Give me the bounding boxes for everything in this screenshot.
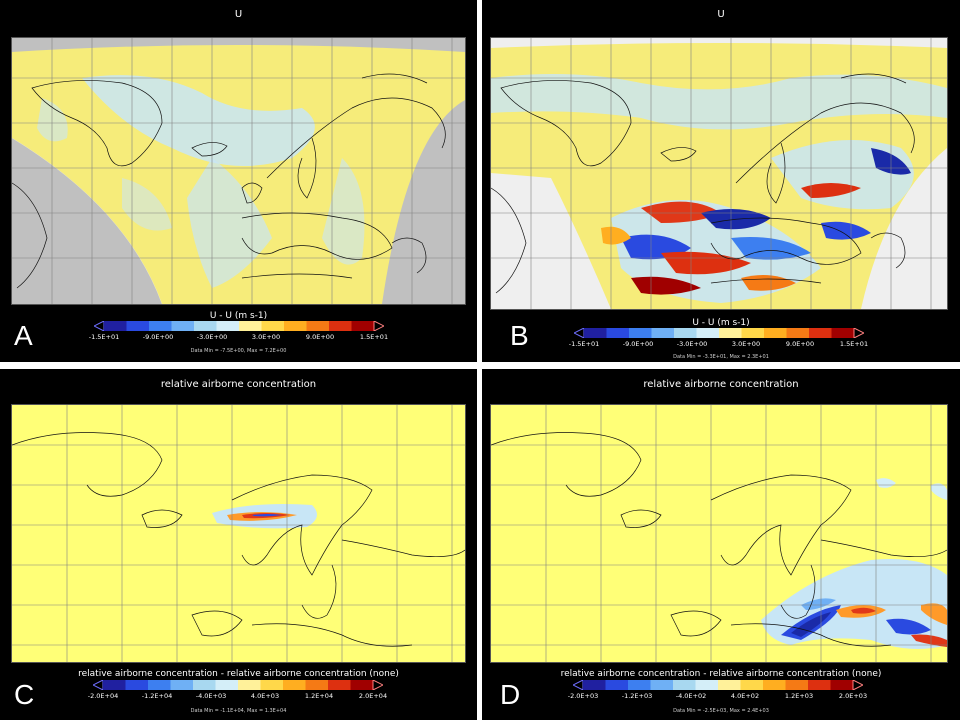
colorbar: [94, 321, 384, 331]
colorbar-ticks: -2.0E+03 -1.2E+03 -4.0E+02 4.0E+02 1.2E+…: [568, 692, 867, 702]
colorbar-tick: 4.0E+02: [730, 692, 760, 700]
colorbar: [574, 328, 864, 338]
colorbar-tick: 1.2E+03: [784, 692, 814, 700]
panel-label: C: [14, 679, 35, 710]
colorbar-title: relative airborne concentration - relati…: [78, 669, 399, 679]
colorbar-tick: 1.2E+04: [304, 692, 334, 700]
panel-a: U: [0, 0, 477, 362]
colorbar: [93, 680, 383, 690]
panel-label: B: [510, 320, 529, 351]
colorbar-segments: [103, 680, 373, 690]
colorbar-tick: 1.5E+01: [839, 340, 869, 348]
colorbar-tick: 9.0E+00: [305, 333, 335, 341]
panel-d: relative airborne concentration: [482, 369, 960, 720]
colorbar-tick: 2.0E+03: [838, 692, 868, 700]
colorbar-segments: [104, 321, 374, 331]
panel-title: relative airborne concentration: [643, 379, 799, 390]
colorbar: [573, 680, 863, 690]
colorbar-tick: 4.0E+03: [250, 692, 280, 700]
colorbar-tick: 9.0E+00: [785, 340, 815, 348]
colorbar-tick: -2.0E+04: [87, 692, 119, 700]
panel-title: relative airborne concentration: [160, 379, 317, 390]
colorbar-tick: -9.0E+00: [142, 333, 174, 341]
panel-c: relative airborne concentration: [0, 369, 477, 720]
colorbar-title: U - U (m s-1): [692, 318, 750, 328]
data-min-max: Data Min = -2.5E+03, Max = 2.4E+03: [673, 708, 769, 714]
colorbar-title: relative airborne concentration - relati…: [560, 669, 882, 679]
colorbar-tick: 3.0E+00: [731, 340, 761, 348]
colorbar-tick: -4.0E+03: [195, 692, 227, 700]
colorbar-tick: -1.2E+04: [141, 692, 173, 700]
data-min-max: Data Min = -7.5E+00, Max = 7.2E+00: [190, 348, 287, 354]
colorbar-tick: -1.5E+01: [88, 333, 120, 341]
panel-label: A: [14, 320, 33, 351]
colorbar-ticks: -2.0E+04 -1.2E+04 -4.0E+03 4.0E+03 1.2E+…: [88, 692, 387, 702]
panel-label: D: [500, 679, 521, 710]
colorbar-segments: [583, 680, 853, 690]
colorbar-tick: -3.0E+00: [196, 333, 228, 341]
concentration-difference-map: [11, 404, 466, 663]
colorbar-tick: -4.0E+02: [675, 692, 707, 700]
colorbar-tick: -9.0E+00: [622, 340, 654, 348]
concentration-difference-map: [490, 404, 948, 663]
colorbar-segments: [584, 328, 854, 338]
colorbar-ticks: -1.5E+01 -9.0E+00 -3.0E+00 3.0E+00 9.0E+…: [569, 340, 868, 350]
colorbar-tick: -1.5E+01: [568, 340, 600, 348]
data-min-max: Data Min = -1.1E+04, Max = 1.3E+04: [190, 708, 287, 714]
colorbar-tick: 2.0E+04: [358, 692, 388, 700]
wind-difference-map: [11, 37, 466, 305]
colorbar-tick: -1.2E+03: [621, 692, 653, 700]
panel-title: U: [717, 9, 725, 20]
colorbar-ticks: -1.5E+01 -9.0E+00 -3.0E+00 3.0E+00 9.0E+…: [89, 333, 388, 343]
colorbar-title: U - U (m s-1): [209, 311, 268, 321]
panel-title: U: [234, 9, 243, 20]
colorbar-tick: -2.0E+03: [567, 692, 599, 700]
colorbar-tick: 3.0E+00: [251, 333, 281, 341]
panel-b: U: [482, 0, 960, 362]
wind-difference-map: [490, 37, 948, 310]
data-min-max: Data Min = -3.3E+01, Max = 2.3E+01: [673, 354, 769, 360]
colorbar-tick: 1.5E+01: [359, 333, 389, 341]
colorbar-tick: -3.0E+00: [676, 340, 708, 348]
